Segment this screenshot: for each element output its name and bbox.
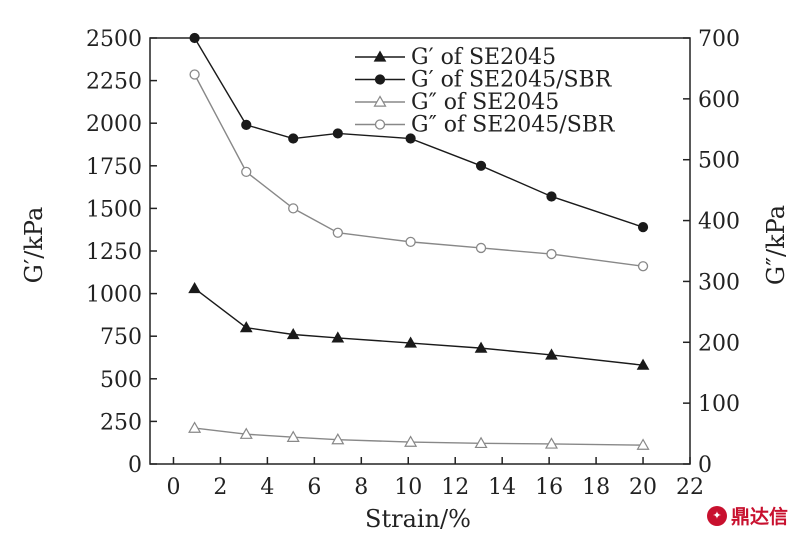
data-point — [544, 437, 559, 449]
series-line — [193, 74, 644, 267]
legend-label: G″ of SE2045/SBR — [411, 113, 616, 138]
legend-entry: G″ of SE2045/SBR — [355, 113, 616, 138]
x-tick-label: 16 — [535, 475, 563, 500]
data-point — [188, 421, 202, 433]
y-right-tick-label: 500 — [698, 149, 740, 174]
data-point — [241, 119, 252, 131]
y-left-axis-title: G′/kPa — [20, 207, 48, 284]
y-right-tick-label: 300 — [698, 270, 740, 295]
y-right-tick-label: 600 — [698, 88, 740, 113]
y-right-tick-label: 0 — [698, 453, 712, 478]
legend-label: G′ of SE2045/SBR — [411, 68, 613, 93]
logo-badge-icon: ✦ — [706, 505, 727, 526]
legend-entry: G′ of SE2045/SBR — [355, 68, 613, 93]
data-point — [189, 32, 200, 44]
y-right-tick-label: 700 — [698, 27, 740, 52]
data-point — [241, 166, 252, 178]
data-point — [239, 321, 253, 333]
y-left-tick-label: 750 — [100, 325, 142, 350]
series-3 — [188, 421, 650, 450]
y-left-tick-label: 500 — [100, 368, 142, 393]
x-tick-label: 14 — [488, 475, 516, 500]
y-left-tick-label: 2500 — [86, 27, 142, 52]
x-tick-label: 4 — [260, 475, 274, 500]
data-point — [474, 436, 488, 449]
x-tick-label: 22 — [676, 475, 704, 500]
data-point — [332, 128, 343, 139]
data-point — [545, 348, 558, 360]
data-point — [546, 191, 557, 202]
legend-label: G″ of SE2045 — [411, 90, 559, 115]
data-point — [189, 69, 200, 80]
y-left-tick-label: 250 — [100, 410, 142, 435]
legend-marker — [373, 95, 387, 107]
series-line — [194, 287, 644, 366]
legend-marker — [374, 119, 386, 130]
series-line — [194, 37, 644, 228]
y-left-tick-label: 1500 — [86, 197, 142, 222]
y-left-tick-label: 1000 — [86, 283, 142, 308]
data-point — [286, 430, 300, 442]
x-tick-label: 20 — [629, 475, 657, 500]
data-point — [286, 327, 300, 340]
y-left-tick-label: 2250 — [86, 70, 142, 95]
data-point — [636, 358, 650, 370]
y-right-tick-label: 100 — [698, 392, 740, 417]
data-point — [405, 236, 416, 248]
x-tick-label: 10 — [394, 475, 422, 500]
x-axis-title: Strain/% — [365, 505, 471, 533]
y-left-tick-label: 0 — [128, 453, 142, 478]
legend-marker — [373, 50, 387, 62]
x-tick-label: 8 — [354, 475, 368, 500]
data-point — [239, 427, 253, 439]
data-point — [331, 331, 345, 343]
series-1 — [188, 281, 650, 370]
series-line — [194, 427, 644, 446]
data-point — [475, 160, 487, 171]
legend-label: G′ of SE2045 — [411, 45, 556, 70]
legend-entry: G″ of SE2045 — [355, 90, 559, 115]
data-point — [475, 242, 487, 254]
data-point — [546, 248, 557, 260]
y-right-tick-label: 200 — [698, 331, 740, 356]
legend-entry: G′ of SE2045 — [355, 45, 556, 70]
data-point — [288, 203, 299, 214]
data-point — [637, 261, 649, 272]
data-point — [332, 227, 343, 238]
data-point — [405, 133, 416, 144]
x-tick-label: 18 — [582, 475, 610, 500]
watermark: ✦ 鼎达信 — [706, 502, 788, 529]
series-4 — [189, 69, 649, 272]
x-tick-label: 12 — [441, 475, 469, 500]
watermark-text: 鼎达信 — [730, 506, 788, 528]
data-point — [637, 222, 649, 233]
x-tick-label: 0 — [166, 475, 180, 500]
data-point — [474, 341, 488, 353]
y-left-tick-label: 1750 — [86, 155, 142, 180]
data-point — [288, 133, 299, 144]
data-point — [331, 432, 345, 445]
y-left-tick-label: 2000 — [86, 112, 142, 137]
series-2 — [189, 32, 649, 233]
legend-marker — [374, 74, 386, 85]
x-tick-label: 2 — [213, 475, 227, 500]
data-point — [636, 438, 650, 450]
x-tick-label: 6 — [307, 475, 321, 500]
data-point — [404, 435, 418, 447]
y-left-tick-label: 1250 — [86, 240, 142, 265]
data-point — [404, 336, 417, 348]
y-right-tick-label: 400 — [698, 210, 740, 235]
data-point — [188, 281, 201, 294]
y-right-axis-title: G″/kPa — [762, 205, 790, 285]
